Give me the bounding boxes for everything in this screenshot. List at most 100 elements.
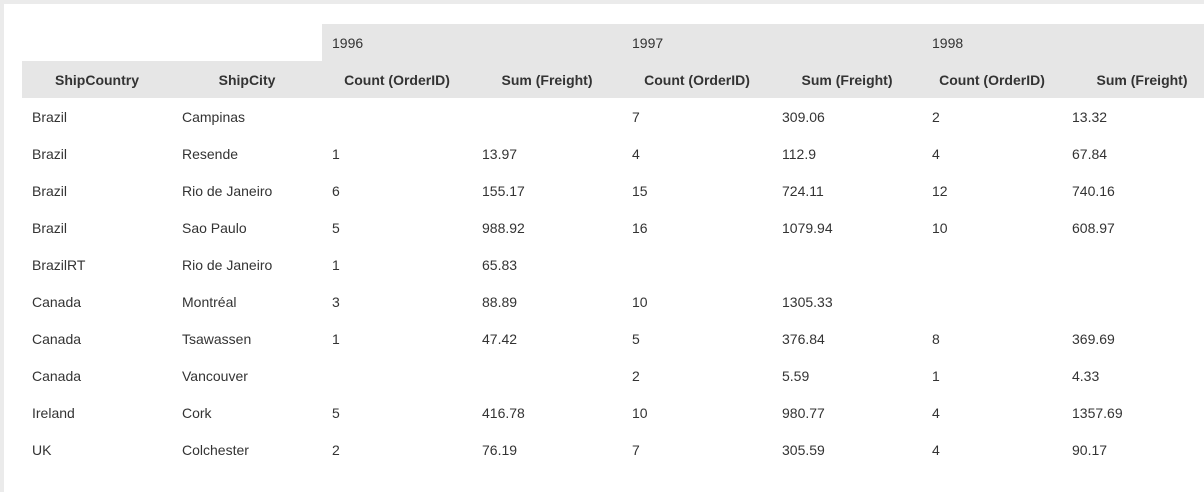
freight-1998-cell: 90.17 bbox=[1072, 441, 1108, 458]
ship-city-cell: Campinas bbox=[182, 108, 246, 125]
freight-1996-cell: 988.92 bbox=[482, 219, 525, 236]
ship-city-cell: Tsawassen bbox=[182, 330, 252, 347]
year-header-row: 1996 1997 1998 bbox=[22, 24, 1204, 61]
ship-country-cell: Brazil bbox=[32, 108, 68, 125]
freight-1997-cell: 724.11 bbox=[782, 182, 824, 199]
column-header-shipcountry[interactable]: ShipCountry bbox=[22, 61, 172, 98]
freight-1998-cell: 67.84 bbox=[1072, 145, 1108, 162]
count-1997-cell: 4 bbox=[632, 145, 640, 162]
freight-1996-cell bbox=[472, 357, 622, 394]
count-1998-cell bbox=[922, 246, 1062, 283]
ship-city-cell: Rio de Janeiro bbox=[182, 182, 273, 199]
year-header-1996[interactable]: 1996 bbox=[322, 24, 622, 61]
ship-city-cell: Resende bbox=[182, 145, 239, 162]
freight-1997-cell: 305.59 bbox=[782, 441, 825, 458]
count-1998-cell: 8 bbox=[932, 330, 940, 347]
ship-country-cell: UK bbox=[32, 441, 52, 458]
count-1998-cell: 2 bbox=[932, 108, 940, 125]
count-1996-cell: 5 bbox=[332, 219, 340, 236]
year-header-1997[interactable]: 1997 bbox=[622, 24, 922, 61]
count-1997-cell bbox=[622, 246, 772, 283]
ship-country-cell: Brazil bbox=[32, 145, 68, 162]
ship-city-cell: Vancouver bbox=[182, 367, 248, 384]
pivot-grid: 1996 1997 1998 ShipCountry ShipCity Coun… bbox=[22, 24, 1204, 468]
ship-city-cell: Montréal bbox=[182, 293, 237, 310]
count-1996-cell: 1 bbox=[332, 256, 340, 273]
corner-cell bbox=[172, 24, 322, 61]
corner-cell bbox=[22, 24, 172, 61]
pivot-table: 1996 1997 1998 ShipCountry ShipCity Coun… bbox=[22, 24, 1204, 468]
count-1997-cell: 7 bbox=[632, 108, 640, 125]
count-1997-cell: 2 bbox=[632, 367, 640, 384]
table-row: Brazil Rio de Janeiro 6 155.17 15 724.11 12 740… bbox=[22, 172, 1204, 209]
count-1996-cell bbox=[322, 98, 472, 135]
table-row: BrazilRT Rio de Janeiro 1 65.83 bbox=[22, 246, 1204, 283]
freight-1996-cell bbox=[472, 98, 622, 135]
count-1996-cell: 1 bbox=[332, 145, 340, 162]
count-1996-cell: 2 bbox=[332, 441, 340, 458]
count-1998-cell: 4 bbox=[932, 441, 940, 458]
count-1998-cell: 12 bbox=[932, 182, 948, 199]
count-1996-cell: 3 bbox=[332, 293, 340, 310]
column-header-sum-1996[interactable]: Sum (Freight) bbox=[472, 61, 622, 98]
ship-country-cell: Canada bbox=[32, 293, 82, 310]
freight-1998-cell bbox=[1062, 246, 1204, 283]
freight-1997-cell: 1305.33 bbox=[782, 293, 833, 310]
freight-1997-cell: 980.77 bbox=[782, 404, 825, 421]
column-header-count-1997[interactable]: Count (OrderID) bbox=[622, 61, 772, 98]
freight-1996-cell: 88.89 bbox=[482, 293, 518, 310]
freight-1998-cell: 608.97 bbox=[1072, 219, 1115, 236]
ship-city-cell: Rio de Janeiro bbox=[182, 256, 273, 273]
column-header-sum-1997[interactable]: Sum (Freight) bbox=[772, 61, 922, 98]
count-1996-cell: 6 bbox=[332, 182, 340, 199]
ship-country-cell: Ireland bbox=[32, 404, 75, 421]
freight-1998-cell: 740.16 bbox=[1072, 182, 1115, 199]
freight-1997-cell: 376.84 bbox=[782, 330, 825, 347]
freight-1998-cell: 369.69 bbox=[1072, 330, 1115, 347]
freight-1998-cell: 4.33 bbox=[1072, 367, 1100, 384]
ship-city-cell: Cork bbox=[182, 404, 212, 421]
ship-country-cell: Canada bbox=[32, 330, 82, 347]
count-1997-cell: 10 bbox=[632, 404, 648, 421]
table-row: UK Colchester 2 76.19 7 305.59 4 90.17 bbox=[22, 431, 1204, 468]
freight-1998-cell: 1357.69 bbox=[1072, 404, 1123, 421]
table-row: Canada Montréal 3 88.89 10 1305.33 bbox=[22, 283, 1204, 320]
ship-country-cell: BrazilRT bbox=[32, 256, 86, 273]
freight-1996-cell: 13.97 bbox=[482, 145, 518, 162]
count-1998-cell bbox=[922, 283, 1062, 320]
count-1997-cell: 10 bbox=[632, 293, 648, 310]
column-header-count-1996[interactable]: Count (OrderID) bbox=[322, 61, 472, 98]
count-1998-cell: 10 bbox=[932, 219, 948, 236]
column-header-shipcity[interactable]: ShipCity bbox=[172, 61, 322, 98]
count-1996-cell: 5 bbox=[332, 404, 340, 421]
count-1997-cell: 16 bbox=[632, 219, 648, 236]
column-header-row: ShipCountry ShipCity Count (OrderID) Sum… bbox=[22, 61, 1204, 98]
column-header-sum-1998[interactable]: Sum (Freight) bbox=[1062, 61, 1204, 98]
freight-1998-cell: 13.32 bbox=[1072, 108, 1108, 125]
count-1996-cell: 1 bbox=[332, 330, 340, 347]
freight-1997-cell bbox=[772, 246, 922, 283]
ship-country-cell: Canada bbox=[32, 367, 82, 384]
table-row: Canada Tsawassen 1 47.42 5 376.84 8 369.69 bbox=[22, 320, 1204, 357]
freight-1998-cell bbox=[1062, 283, 1204, 320]
ship-city-cell: Sao Paulo bbox=[182, 219, 247, 236]
year-header-1998[interactable]: 1998 bbox=[922, 24, 1204, 61]
freight-1996-cell: 65.83 bbox=[482, 256, 518, 273]
table-row: Brazil Campinas 7 309.06 2 13.32 bbox=[22, 98, 1204, 135]
count-1998-cell: 4 bbox=[932, 145, 940, 162]
ship-country-cell: Brazil bbox=[32, 219, 68, 236]
column-header-count-1998[interactable]: Count (OrderID) bbox=[922, 61, 1062, 98]
table-row: Canada Vancouver 2 5.59 1 4.33 bbox=[22, 357, 1204, 394]
table-row: Brazil Resende 1 13.97 4 112.9 4 67.84 bbox=[22, 135, 1204, 172]
freight-1997-cell: 112.9 bbox=[782, 145, 816, 162]
freight-1997-cell: 309.06 bbox=[782, 108, 825, 125]
freight-1996-cell: 76.19 bbox=[482, 441, 518, 458]
freight-1997-cell: 1079.94 bbox=[782, 219, 833, 236]
freight-1996-cell: 155.17 bbox=[482, 182, 525, 199]
ship-city-cell: Colchester bbox=[182, 441, 249, 458]
table-row: Brazil Sao Paulo 5 988.92 16 1079.94 10 608.97 bbox=[22, 209, 1204, 246]
count-1996-cell bbox=[322, 357, 472, 394]
freight-1996-cell: 47.42 bbox=[482, 330, 518, 347]
freight-1997-cell: 5.59 bbox=[782, 367, 810, 384]
